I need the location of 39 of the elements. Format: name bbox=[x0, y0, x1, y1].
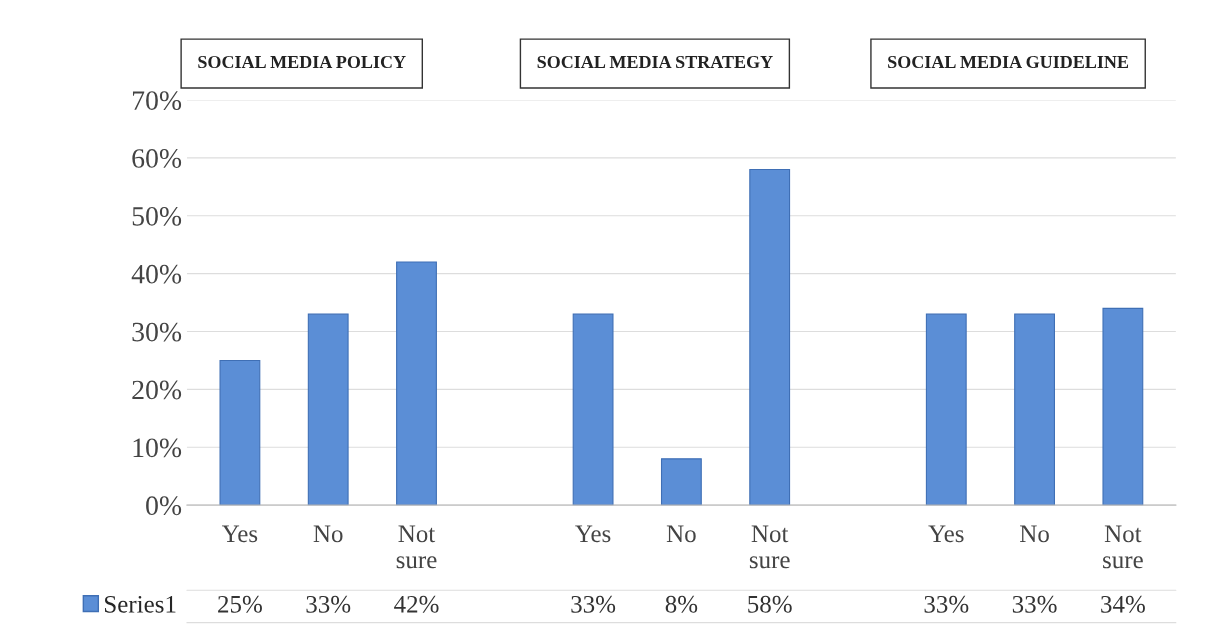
text: SOCIAL MEDIA POLICY bbox=[198, 55, 406, 69]
x-tick-label: No bbox=[1020, 525, 1049, 543]
x-tick-label: Yes bbox=[575, 525, 611, 543]
bar bbox=[219, 359, 261, 506]
data-label: 33% bbox=[924, 595, 969, 613]
y-tick-label: 40% bbox=[131, 264, 182, 284]
x-tick-label: No bbox=[313, 525, 343, 543]
x-tick-label: Not sure bbox=[1103, 525, 1143, 569]
x-tick-label: No bbox=[666, 525, 696, 543]
bar bbox=[572, 313, 614, 506]
y-tick-label: 60% bbox=[132, 149, 182, 168]
y-tick-label: 20% bbox=[132, 380, 182, 400]
x-tick-label: Yes bbox=[222, 525, 258, 543]
y-tick-label: 10% bbox=[133, 438, 182, 458]
bar bbox=[1102, 307, 1144, 506]
data-label: 33% bbox=[571, 595, 616, 613]
y-tick-label: 70% bbox=[132, 91, 182, 111]
y-tick-label: 50% bbox=[132, 206, 182, 226]
data-label: 8% bbox=[665, 595, 698, 613]
data-label: 42% bbox=[394, 595, 439, 613]
legend-label: Series1 bbox=[105, 595, 176, 613]
bar bbox=[660, 458, 702, 506]
bar bbox=[749, 168, 791, 506]
bar bbox=[1014, 313, 1055, 506]
text: SOCIAL MEDIA GUIDELINE bbox=[888, 55, 1129, 69]
y-tick-label: 30% bbox=[132, 322, 182, 342]
data-label: 25% bbox=[218, 595, 262, 613]
bar bbox=[307, 313, 349, 506]
data-label: 34% bbox=[1101, 595, 1145, 613]
bar bbox=[396, 261, 437, 506]
bar bbox=[925, 313, 967, 506]
data-label: 33% bbox=[1012, 595, 1057, 613]
data-label: 33% bbox=[306, 595, 351, 613]
x-tick-label: Yes bbox=[928, 525, 964, 543]
y-tick-label: 0% bbox=[146, 496, 182, 516]
x-tick-label: Not sure bbox=[396, 525, 437, 569]
data-label: 58% bbox=[748, 595, 792, 613]
x-tick-label: Not sure bbox=[749, 525, 790, 569]
text: SOCIAL MEDIA STRATEGY bbox=[537, 55, 773, 69]
